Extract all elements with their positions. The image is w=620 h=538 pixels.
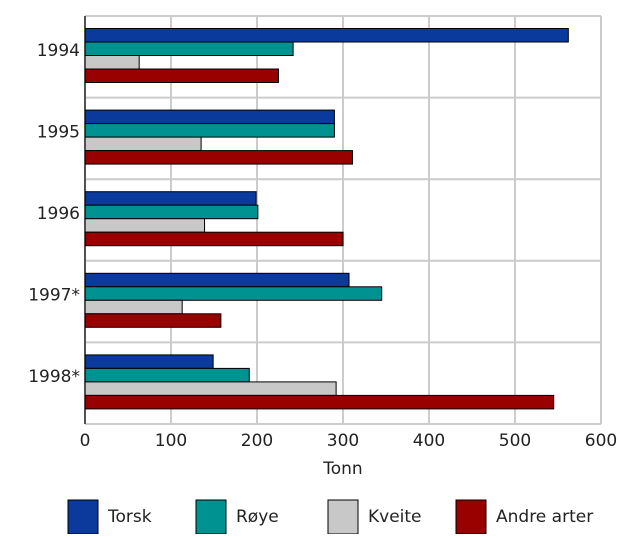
legend-item-kveite: Kveite xyxy=(327,499,422,535)
bar-torsk-1996 xyxy=(84,191,257,206)
y-tick-label: 1994 xyxy=(37,41,80,61)
legend-swatch xyxy=(67,499,99,535)
bar-torsk-1995 xyxy=(84,109,335,125)
bars xyxy=(84,28,569,410)
bar-kveite-1997 xyxy=(84,299,183,315)
bar-kveite-1994 xyxy=(84,55,140,70)
bar-røye-1997 xyxy=(84,286,383,301)
x-tick-label: 500 xyxy=(499,431,531,451)
y-tick-label: 1995 xyxy=(37,122,80,142)
x-tick-label: 300 xyxy=(327,431,359,451)
bar-kveite-1996 xyxy=(84,218,206,233)
bar-andre-arter-1995 xyxy=(84,150,353,165)
legend-label: Røye xyxy=(236,507,279,527)
bar-kveite-1998 xyxy=(84,381,337,396)
bar-andre-arter-1996 xyxy=(84,231,344,247)
legend-swatch xyxy=(327,499,359,535)
legend-swatch xyxy=(195,499,227,535)
bar-andre-arter-1997 xyxy=(84,313,222,328)
x-tick-label: 400 xyxy=(413,431,445,451)
legend-label: Andre arter xyxy=(496,507,593,527)
legend: Torsk Røye Kveite Andre arter xyxy=(67,499,593,535)
bar-torsk-1998 xyxy=(84,354,214,369)
x-axis-label: Tonn xyxy=(322,459,362,479)
legend-label: Torsk xyxy=(107,507,152,527)
bar-røye-1998 xyxy=(84,367,250,383)
x-tick-label: 200 xyxy=(241,431,273,451)
x-tick-label: 600 xyxy=(585,431,617,451)
legend-label: Kveite xyxy=(368,507,422,527)
bar-andre-arter-1994 xyxy=(84,68,279,83)
x-tick-label: 100 xyxy=(155,431,187,451)
legend-item-røye: Røye xyxy=(195,499,279,535)
axes: 1994 1995 1996 1997* 1998* 0 100 200 300 400 500 60… xyxy=(28,16,617,451)
bar-røye-1995 xyxy=(84,123,335,138)
bar-røye-1996 xyxy=(84,204,259,220)
bar-kveite-1995 xyxy=(84,136,202,152)
bar-andre-arter-1998 xyxy=(84,394,555,410)
grid-lines xyxy=(84,15,602,425)
legend-item-torsk: Torsk xyxy=(67,499,152,535)
y-tick-label: 1997* xyxy=(28,286,80,306)
y-tick-label: 1996 xyxy=(37,204,80,224)
y-tick-label: 1998* xyxy=(28,367,80,387)
legend-item-andre-arter: Andre arter xyxy=(455,499,593,535)
legend-swatch xyxy=(455,499,487,535)
bar-torsk-1997 xyxy=(84,272,350,288)
bar-torsk-1994 xyxy=(84,28,569,43)
x-tick-label: 0 xyxy=(80,431,91,451)
bar-røye-1994 xyxy=(84,41,294,56)
